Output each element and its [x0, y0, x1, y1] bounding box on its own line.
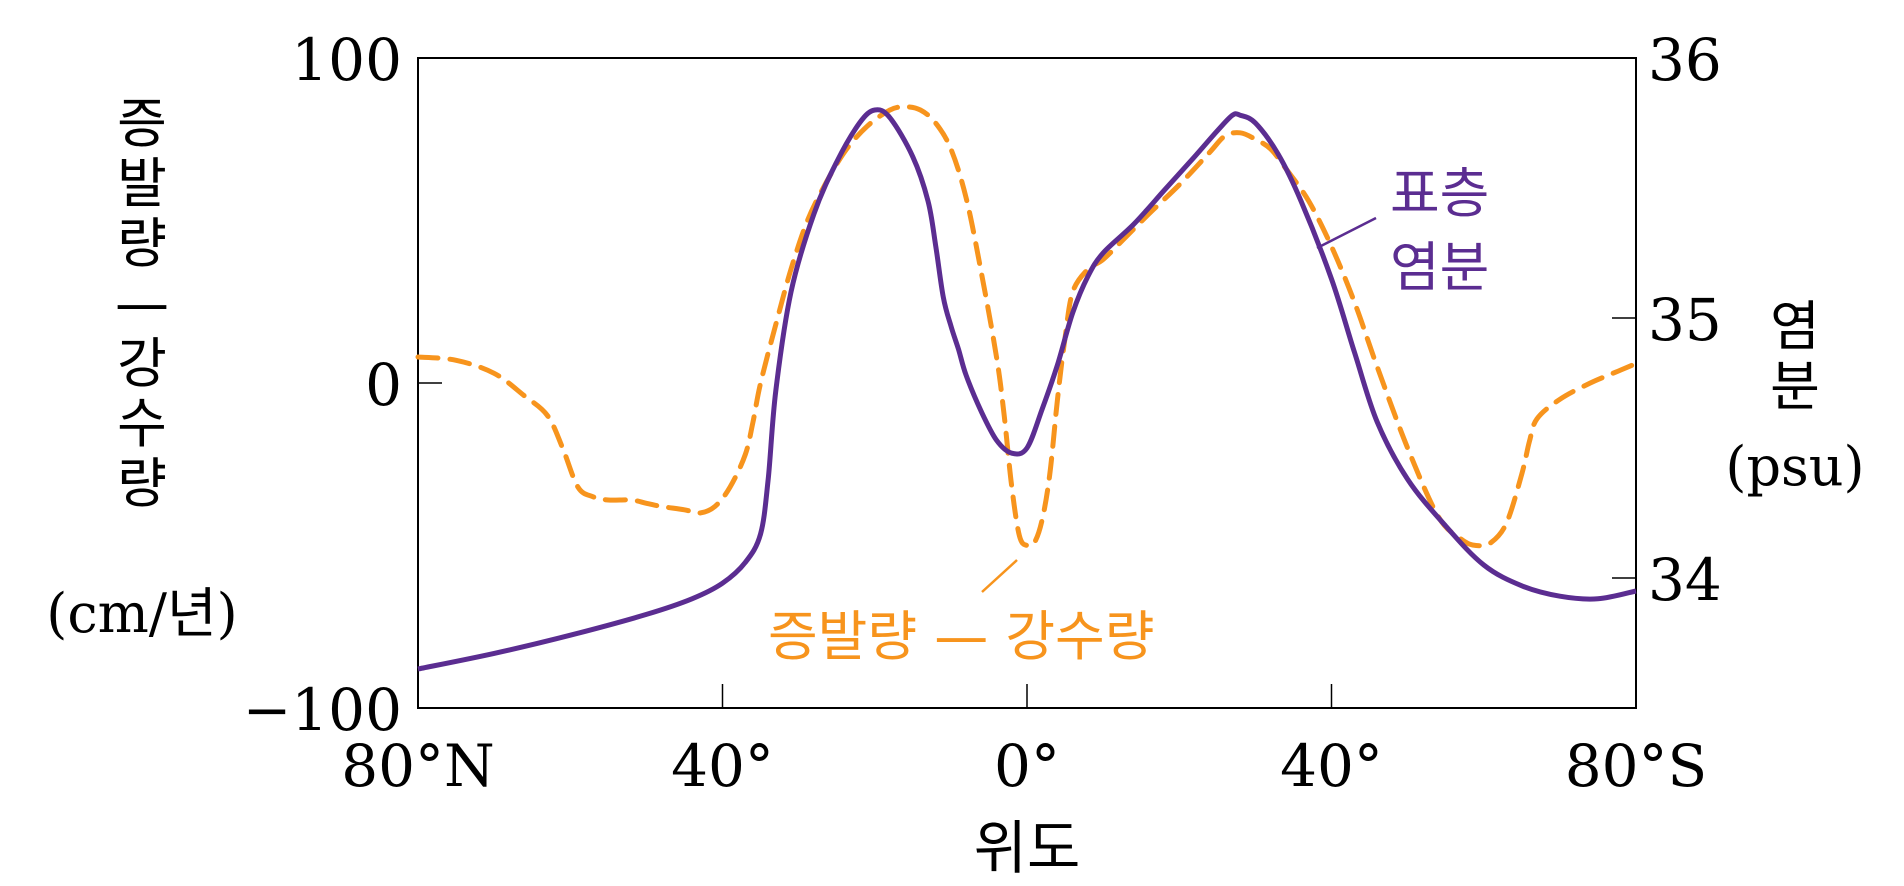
evap-label-leader — [981, 559, 1018, 593]
y-right-tick-label: 35 — [1648, 286, 1722, 354]
y-left-axis-title: 증 발 량 — 강 수 량 — [115, 92, 169, 515]
evap-series-label: 증발량 — 강수량 — [768, 605, 1154, 668]
y-right-tick-label: 34 — [1648, 546, 1722, 614]
series-surface-salinity-line — [417, 107, 1637, 672]
y-left-tick-label: 100 — [291, 26, 402, 94]
salinity-series-label: 염분 — [1390, 236, 1489, 299]
y-left-axis-title-char: — — [115, 272, 169, 335]
y-right-axis-title-char: 분 — [1770, 355, 1820, 418]
y-left-axis-title-char: 량 — [117, 212, 167, 275]
x-tick-label: 40° — [671, 732, 774, 800]
salinity-series-label: 표층 — [1390, 162, 1489, 225]
series-lines — [415, 104, 1639, 672]
x-tick-label: 80°N — [341, 732, 495, 800]
salinity-label-leader — [1316, 216, 1377, 250]
y-left-axis-title-char: 수 — [117, 392, 167, 455]
y-right-axis-title-char: 염 — [1770, 295, 1820, 358]
x-tick-label: 0° — [994, 732, 1060, 800]
axis-ticks — [417, 57, 1637, 709]
y-left-tick-label: 0 — [365, 351, 402, 419]
x-tick-label: 40° — [1280, 732, 1383, 800]
x-tick-label: 80°S — [1565, 732, 1708, 800]
y-left-axis-title-char: 증 — [117, 92, 167, 155]
y-right-tick-label: 36 — [1648, 26, 1722, 94]
y-left-axis-title-char: 량 — [117, 452, 167, 515]
y-left-tick-label: −100 — [243, 676, 402, 744]
y-left-axis-unit: (cm/년) — [46, 582, 237, 645]
y-left-axis-title-char: 강 — [117, 332, 167, 395]
y-left-axis-title-char: 발 — [117, 152, 167, 215]
y-right-axis-unit: (psu) — [1725, 435, 1864, 498]
series-evaporation-precipitation-line — [415, 104, 1639, 549]
x-axis-title: 위도 — [974, 814, 1081, 882]
